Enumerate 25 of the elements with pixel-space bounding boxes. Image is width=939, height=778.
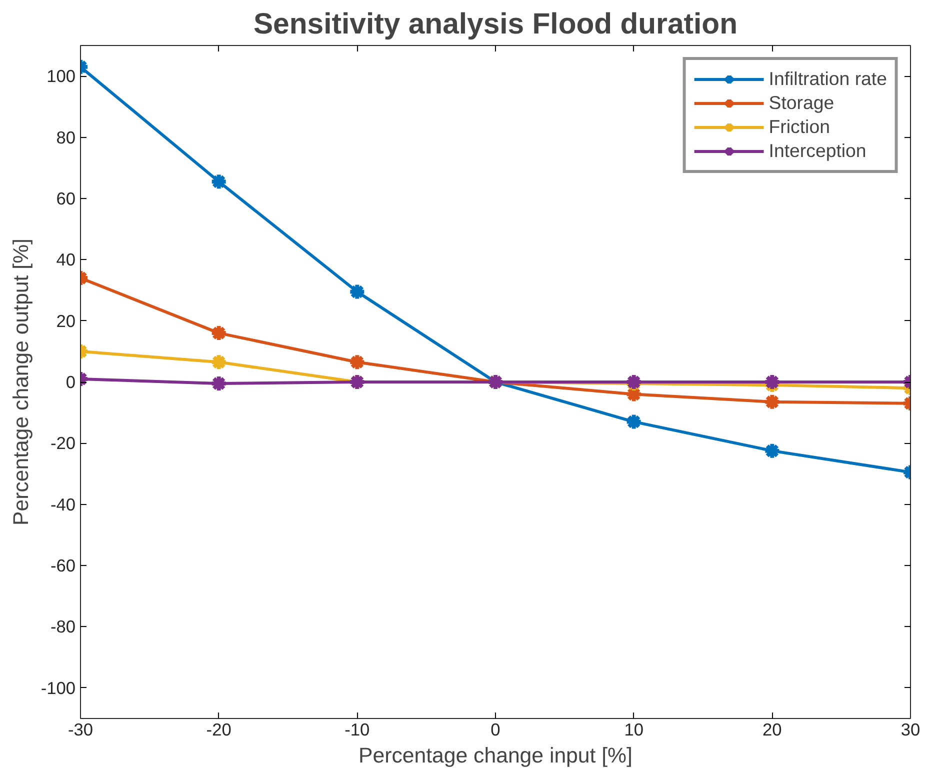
legend-label: Friction bbox=[768, 116, 830, 138]
x-tick-label: -30 bbox=[68, 720, 94, 740]
y-tick-label: 0 bbox=[66, 372, 76, 392]
x-tick-label: 30 bbox=[900, 720, 920, 740]
x-tick-label: 0 bbox=[490, 720, 500, 740]
y-tick-label: 40 bbox=[56, 250, 76, 270]
y-tick-label: 60 bbox=[56, 188, 76, 208]
y-tick-label: -60 bbox=[50, 556, 76, 576]
x-axis-title: Percentage change input [%] bbox=[358, 744, 632, 768]
y-tick-label: -40 bbox=[50, 494, 76, 514]
x-tick-label: -20 bbox=[206, 720, 232, 740]
y-axis-title: Percentage change output [%] bbox=[8, 238, 33, 526]
legend-label: Storage bbox=[768, 92, 834, 114]
y-tick-label: -20 bbox=[50, 433, 76, 454]
y-tick-label: -100 bbox=[40, 678, 76, 698]
legend-label: Infiltration rate bbox=[768, 68, 887, 90]
chart-title: Sensitivity analysis Flood duration bbox=[253, 8, 738, 40]
x-tick-label: 10 bbox=[624, 720, 644, 740]
y-tick-label: 20 bbox=[56, 310, 76, 331]
legend-label: Interception bbox=[768, 140, 866, 162]
y-tick-label: -80 bbox=[50, 616, 76, 637]
y-tick-label: 100 bbox=[46, 66, 76, 86]
x-tick-label: 20 bbox=[762, 720, 782, 740]
y-tick-label: 80 bbox=[56, 127, 76, 148]
x-tick-label: -10 bbox=[344, 720, 370, 740]
